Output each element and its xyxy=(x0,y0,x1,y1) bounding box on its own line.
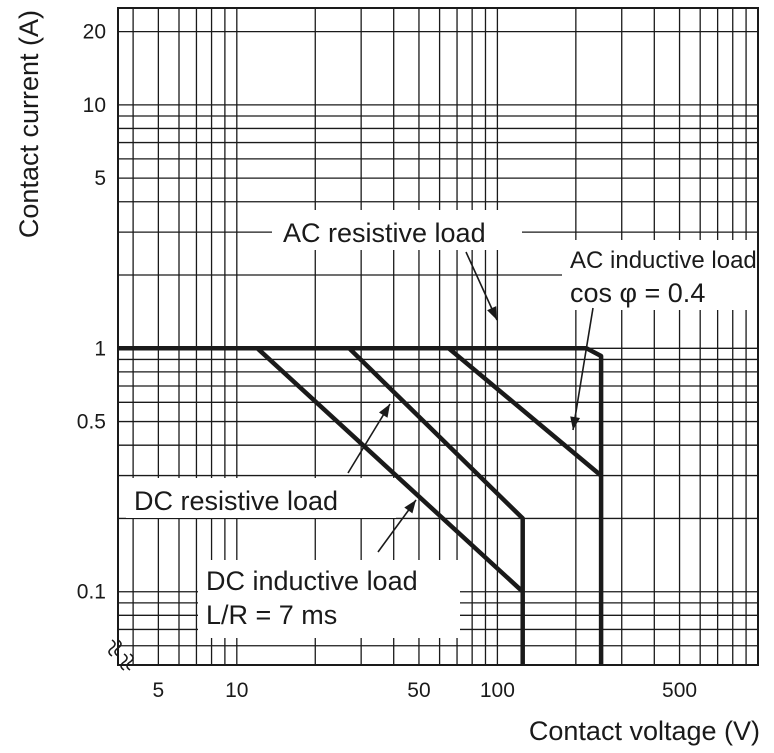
annotation-ac-inductive: AC inductive load cos φ = 0.4 xyxy=(562,240,762,431)
annotation-dc-resistive: DC resistive load xyxy=(126,403,396,518)
x-tick-label: 10 xyxy=(225,679,248,702)
leader-line xyxy=(572,307,594,431)
x-tick-label: 500 xyxy=(662,679,697,702)
x-tick-label: 5 xyxy=(153,679,165,702)
annotation-text: DC inductive load xyxy=(206,566,418,596)
curve-ac-inductive xyxy=(447,346,603,478)
x-tick-label: 100 xyxy=(480,679,515,702)
plot-frame xyxy=(117,7,759,666)
tick-labels: 5 10 50 100 500 0.1 0.5 1 5 10 20 xyxy=(77,21,697,702)
axis-break-mark xyxy=(108,639,134,671)
x-axis-title: Contact voltage (V) xyxy=(529,716,760,746)
y-tick-label: 1 xyxy=(94,337,106,360)
arrow-head xyxy=(404,500,416,514)
curves xyxy=(118,346,604,665)
y-tick-label: 0.1 xyxy=(77,581,106,604)
annotation-text: AC resistive load xyxy=(283,218,486,248)
arrow-head xyxy=(487,306,497,320)
annotations: AC resistive load AC inductive load cos φ … xyxy=(126,210,762,638)
y-tick-label: 0.5 xyxy=(77,411,106,434)
curve-dc-inductive xyxy=(255,346,525,594)
curve-dc-resistive xyxy=(347,346,525,665)
y-tick-label: 20 xyxy=(83,21,106,44)
y-tick-label: 5 xyxy=(94,167,106,190)
leader-line xyxy=(347,403,391,474)
annotation-ac-resistive: AC resistive load xyxy=(272,210,522,321)
y-axis-title: Contact current (A) xyxy=(14,10,44,238)
annotation-text: AC inductive load xyxy=(570,247,757,274)
arrow-head xyxy=(379,404,390,418)
y-tick-label: 10 xyxy=(83,94,106,117)
annotation-text: L/R = 7 ms xyxy=(206,600,337,630)
x-tick-label: 50 xyxy=(407,679,430,702)
annotation-dc-inductive: DC inductive load L/R = 7 ms xyxy=(198,499,460,638)
annotation-text: DC resistive load xyxy=(134,486,338,516)
annotation-text: cos φ = 0.4 xyxy=(570,278,705,308)
arrow-head xyxy=(570,416,580,430)
